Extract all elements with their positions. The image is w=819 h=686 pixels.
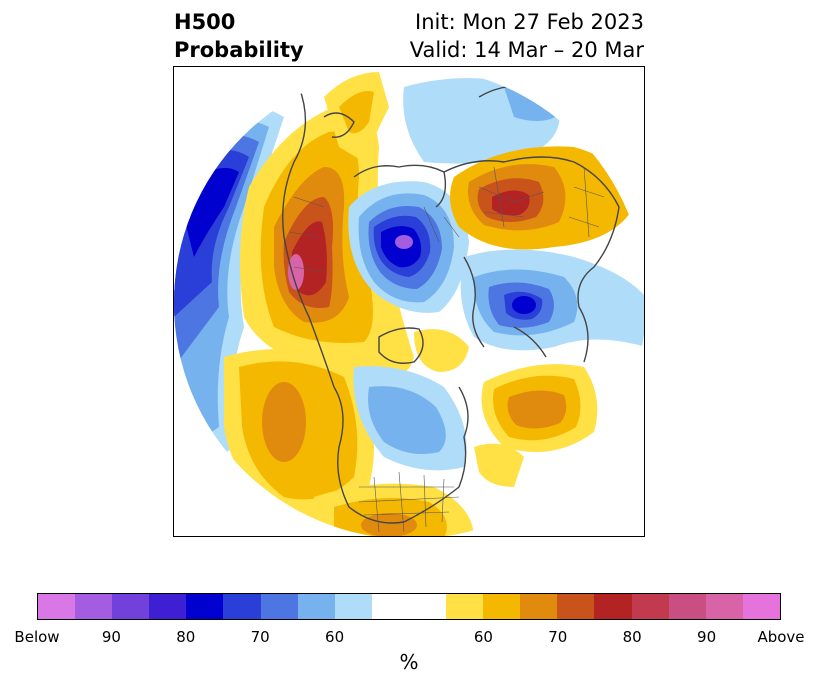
europe-ridge-anomaly: [324, 72, 389, 162]
colorbar-tick-label: 70: [250, 628, 270, 646]
hudson-warm-pocket: [414, 329, 524, 487]
coastlines: [282, 83, 620, 524]
colorbar-tick-label: 60: [325, 628, 345, 646]
map-canvas: [174, 67, 644, 536]
colorbar-segment: [149, 594, 187, 619]
arctic-low-anomaly: [348, 181, 469, 313]
colorbar-segment: [446, 594, 484, 619]
arctic-blue-lobes: [403, 78, 564, 164]
colorbar-segment: [75, 594, 113, 619]
colorbar-segment: [260, 594, 298, 619]
north-america-trough: [353, 366, 467, 471]
title-line-2: Probability: [174, 38, 304, 62]
political-boundaries: [288, 166, 605, 533]
probability-map: [173, 66, 645, 537]
colorbar-segment: [668, 594, 706, 619]
colorbar-tick-label: 90: [697, 628, 717, 646]
alaska-ridge-anomaly: [240, 105, 414, 380]
colorbar-segment: [334, 594, 372, 619]
colorbar-segment: [520, 594, 558, 619]
map-subtitle: Init: Mon 27 Feb 2023 Valid: 14 Mar – 20…: [410, 8, 644, 64]
colorbar-tick-label: 80: [622, 628, 642, 646]
colorbar-tick-label: 90: [101, 628, 121, 646]
colorbar-segment: [186, 594, 224, 619]
colorbar-segment: [705, 594, 743, 619]
map-title: H500 Probability: [174, 8, 304, 64]
west-pacific-ridge: [481, 364, 598, 452]
colorbar-tick-label: Below: [14, 628, 60, 646]
colorbar-segment: [371, 594, 409, 619]
southern-us-ridge: [314, 483, 474, 536]
colorbar-segment: [408, 594, 447, 619]
colorbar-segment: [594, 594, 632, 619]
colorbar-tick-label: 70: [548, 628, 568, 646]
valid-range: Valid: 14 Mar – 20 Mar: [409, 38, 644, 62]
colorbar-tick-label: 80: [176, 628, 196, 646]
colorbar-unit: %: [399, 650, 419, 674]
colorbar-tick-label: 60: [473, 628, 493, 646]
init-date: Init: Mon 27 Feb 2023: [415, 10, 644, 34]
colorbar-segment: [483, 594, 521, 619]
east-asia-trough: [460, 249, 644, 351]
colorbar-segment: [631, 594, 669, 619]
colorbar-segment: [557, 594, 595, 619]
colorbar-segment: [223, 594, 261, 619]
colorbar-segment: [112, 594, 150, 619]
colorbar-segment: [38, 594, 76, 619]
title-line-1: H500: [174, 10, 236, 34]
colorbar-tick-label: Above: [757, 628, 805, 646]
colorbar-segment: [742, 594, 780, 619]
colorbar-segment: [297, 594, 335, 619]
colorbar: [37, 593, 781, 620]
